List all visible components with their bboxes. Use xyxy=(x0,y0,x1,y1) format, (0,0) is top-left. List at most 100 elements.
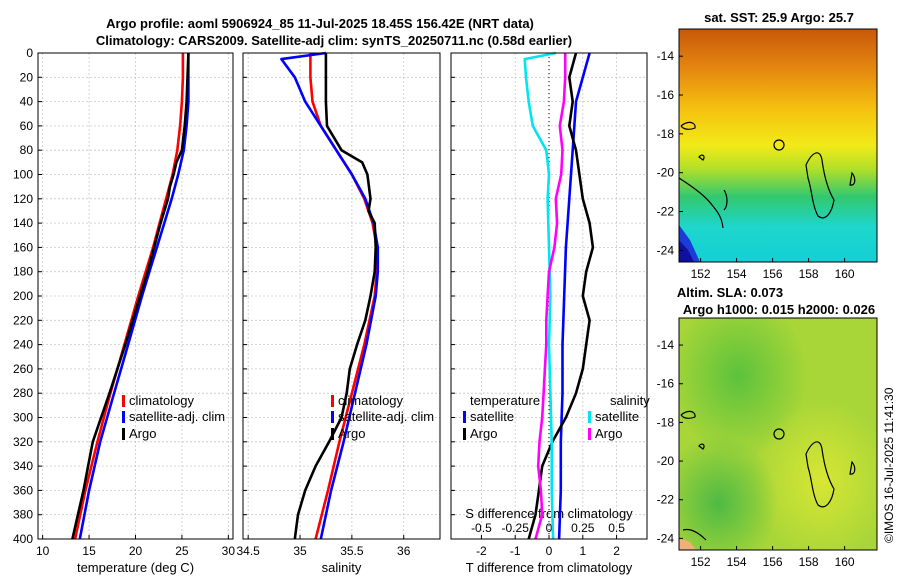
sla-argo-marker xyxy=(773,428,785,440)
map-x-tick-label: 156 xyxy=(763,267,783,281)
x2-tick-label: 0.5 xyxy=(608,521,625,535)
y-tick-label: 380 xyxy=(13,508,33,522)
panel-frame xyxy=(37,52,234,540)
x-tick-label: -1 xyxy=(510,544,521,558)
x-tick-label: 2 xyxy=(613,544,620,558)
legend-label-s-argo: Argo xyxy=(595,426,622,441)
legend-swatch-satellite xyxy=(122,411,125,423)
legend-label-satellite: satellite-adj. clim xyxy=(338,409,434,424)
x2-tick-label: 0.25 xyxy=(571,521,595,535)
sla-map-title: Altim. SLA: 0.073 xyxy=(677,285,783,300)
legend-swatch-argo xyxy=(331,428,334,440)
legend-swatch-climatology xyxy=(331,395,334,407)
series-line-s-argo xyxy=(534,53,567,540)
legend-header-salinity: salinity xyxy=(610,393,650,408)
series-line-argo xyxy=(71,52,190,540)
sla-map-ticks: 152 154 156 158 160 -14 -16 -18 -20 -22 -24 xyxy=(657,338,855,569)
map-x-tick-label: 160 xyxy=(835,555,855,569)
y-tick-label: 180 xyxy=(13,265,33,279)
y-tick-label: 240 xyxy=(13,338,33,352)
y-tick-label: 220 xyxy=(13,313,33,327)
series-line-t-satellite xyxy=(557,52,591,540)
x-tick-label: 0 xyxy=(546,544,553,558)
y-tick-label: 260 xyxy=(13,362,33,376)
x-axis-label: salinity xyxy=(322,560,362,575)
y-tick-label: 20 xyxy=(20,70,34,84)
sst-map-frame xyxy=(678,28,878,263)
sla-map-image xyxy=(679,318,877,550)
x-tick-label: 35.5 xyxy=(340,544,364,558)
map-y-tick-label: -24 xyxy=(657,243,675,257)
legend-swatch-s-argo xyxy=(588,428,591,440)
legend-label-s-satellite: satellite xyxy=(595,409,639,424)
legend-label-t-satellite: satellite xyxy=(470,409,514,424)
map-y-tick-label: -18 xyxy=(657,127,675,141)
legend-swatch-climatology xyxy=(122,395,125,407)
panel-frame xyxy=(242,52,441,540)
map-x-tick-label: 152 xyxy=(691,555,711,569)
legend-swatch-satellite xyxy=(331,411,334,423)
x2-tick-label: -0.25 xyxy=(502,521,530,535)
series-line-satellite-adj-clim xyxy=(78,53,190,540)
legend-label-argo: Argo xyxy=(129,426,156,441)
sla-low-blob-south xyxy=(679,318,877,550)
map-y-tick-label: -16 xyxy=(657,88,675,102)
x-tick-label: 34.5 xyxy=(237,544,261,558)
x-tick-label: 10 xyxy=(36,544,50,558)
sst-map: sat. SST: 25.9 Argo: 25.7 152 154 156 158 16… xyxy=(657,10,878,281)
y-tick-label: 300 xyxy=(13,411,33,425)
series-line-argo xyxy=(293,53,378,540)
x2-tick-label: 0 xyxy=(546,521,553,535)
legend-label-satellite: satellite-adj. clim xyxy=(129,409,225,424)
legend-header-temperature: temperature xyxy=(470,393,540,408)
y-tick-label: 100 xyxy=(13,168,33,182)
map-x-tick-label: 156 xyxy=(763,555,783,569)
x2-tick-label: -0.5 xyxy=(471,521,492,535)
imos-timestamp: ©IMOS 16-Jul-2025 11:41:30 xyxy=(882,387,896,543)
x-axis-label: temperature (deg C) xyxy=(77,560,194,575)
y-tick-label: 60 xyxy=(20,119,34,133)
y-tick-label: 0 xyxy=(26,46,33,60)
panel-frame xyxy=(450,52,648,540)
x-tick-label: 1 xyxy=(579,544,586,558)
sst-argo-marker xyxy=(773,139,785,151)
map-y-tick-label: -14 xyxy=(657,49,675,63)
sst-coastline xyxy=(679,121,856,229)
y-tick-label: 360 xyxy=(13,483,33,497)
map-y-tick-label: -18 xyxy=(657,415,675,429)
sla-map: Altim. SLA: 0.073 Argo h1000: 0.015 h200… xyxy=(657,285,878,569)
map-x-tick-label: 154 xyxy=(727,555,747,569)
y-tick-label: 80 xyxy=(20,143,34,157)
x-tick-label: 25 xyxy=(175,544,189,558)
temperature-panel: 0 20 40 60 80 100 120 140 160 180 200 220 240 260 280 3… xyxy=(13,46,235,575)
map-y-tick-label: -14 xyxy=(657,338,675,352)
map-x-tick-label: 158 xyxy=(799,267,819,281)
map-y-tick-label: -16 xyxy=(657,377,675,391)
map-y-tick-label: -20 xyxy=(657,166,675,180)
y-tick-label: 160 xyxy=(13,240,33,254)
legend-label-t-argo: Argo xyxy=(470,426,497,441)
y-tick-label: 200 xyxy=(13,289,33,303)
sst-map-title: sat. SST: 25.9 Argo: 25.7 xyxy=(704,10,854,25)
y-tick-label: 140 xyxy=(13,216,33,230)
x-tick-label: 36 xyxy=(397,544,411,558)
y-tick-label: 40 xyxy=(20,95,34,109)
y-tick-label: 320 xyxy=(13,435,33,449)
y-tick-label: 400 xyxy=(13,532,33,546)
x-axis-label: T difference from climatology xyxy=(466,560,633,575)
sla-map-subtitle: Argo h1000: 0.015 h2000: 0.026 xyxy=(683,302,875,317)
y-tick-label: 120 xyxy=(13,192,33,206)
x-tick-label: -2 xyxy=(476,544,487,558)
map-y-tick-label: -22 xyxy=(657,205,675,219)
legend-swatch-s-satellite xyxy=(588,411,591,423)
map-x-tick-label: 160 xyxy=(835,267,855,281)
temperature-legend: climatology satellite-adj. clim Argo xyxy=(122,393,225,441)
map-y-tick-label: -24 xyxy=(657,531,675,545)
sst-field xyxy=(679,29,877,262)
legend-label-argo: Argo xyxy=(338,426,365,441)
legend-swatch-t-argo xyxy=(463,428,466,440)
salinity-panel: 34.5 35 35.5 36 salinity xyxy=(237,51,441,575)
sst-map-image xyxy=(679,29,877,262)
x-tick-label: 30 xyxy=(222,544,236,558)
